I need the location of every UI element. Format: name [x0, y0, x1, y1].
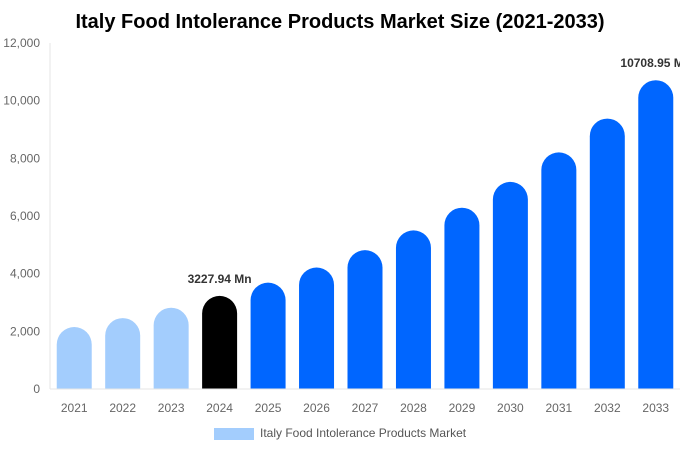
x-tick-label: 2032	[594, 401, 621, 415]
bar-2026[interactable]	[299, 267, 335, 389]
y-tick-label: 10,000	[3, 94, 40, 108]
data-label-2033: 10708.95 Mn	[620, 56, 680, 70]
bar-2022[interactable]	[105, 318, 141, 389]
bar-2023[interactable]	[153, 307, 189, 389]
x-tick-label: 2029	[449, 401, 476, 415]
bar-2032[interactable]	[589, 118, 625, 389]
bar-2024[interactable]	[202, 295, 238, 389]
bar-2021[interactable]	[56, 327, 92, 389]
y-tick-label: 2,000	[10, 324, 40, 338]
bar-2030[interactable]	[492, 181, 528, 389]
y-tick-label: 4,000	[10, 267, 40, 281]
x-tick-label: 2031	[545, 401, 572, 415]
x-tick-label: 2023	[158, 401, 185, 415]
x-tick-label: 2027	[352, 401, 379, 415]
bar-2029[interactable]	[444, 207, 480, 389]
x-tick-label: 2025	[255, 401, 282, 415]
y-tick-label: 8,000	[10, 151, 40, 165]
x-axis: 2021 2022 2023 2024 2025 2026 2027 2028 2029 2030…	[50, 388, 680, 415]
x-tick-label: 2033	[642, 401, 669, 415]
y-axis: 0 2,000 4,000 6,000 8,000 10,000 12,000	[3, 36, 51, 396]
y-tick-label: 0	[33, 382, 40, 396]
data-labels: 3227.94 Mn 10708.95 Mn	[188, 56, 680, 286]
bar-2031[interactable]	[541, 152, 577, 389]
y-tick-label: 6,000	[10, 209, 40, 223]
x-tick-label: 2028	[400, 401, 427, 415]
bar-2025[interactable]	[250, 282, 286, 389]
legend-label: Italy Food Intolerance Products Market	[260, 426, 467, 440]
x-tick-label: 2021	[61, 401, 88, 415]
x-tick-label: 2022	[109, 401, 136, 415]
x-tick-label: 2030	[497, 401, 524, 415]
legend-swatch	[214, 428, 254, 440]
data-label-2024: 3227.94 Mn	[188, 272, 252, 286]
y-tick-label: 12,000	[3, 36, 40, 50]
x-tick-label: 2026	[303, 401, 330, 415]
bar-2027[interactable]	[347, 250, 383, 389]
bar-2033[interactable]	[638, 80, 674, 389]
x-tick-label: 2024	[206, 401, 233, 415]
legend[interactable]: Italy Food Intolerance Products Market	[214, 426, 467, 440]
chart-title: Italy Food Intolerance Products Market S…	[75, 11, 604, 33]
bar-2028[interactable]	[395, 230, 431, 389]
bars	[56, 80, 674, 389]
